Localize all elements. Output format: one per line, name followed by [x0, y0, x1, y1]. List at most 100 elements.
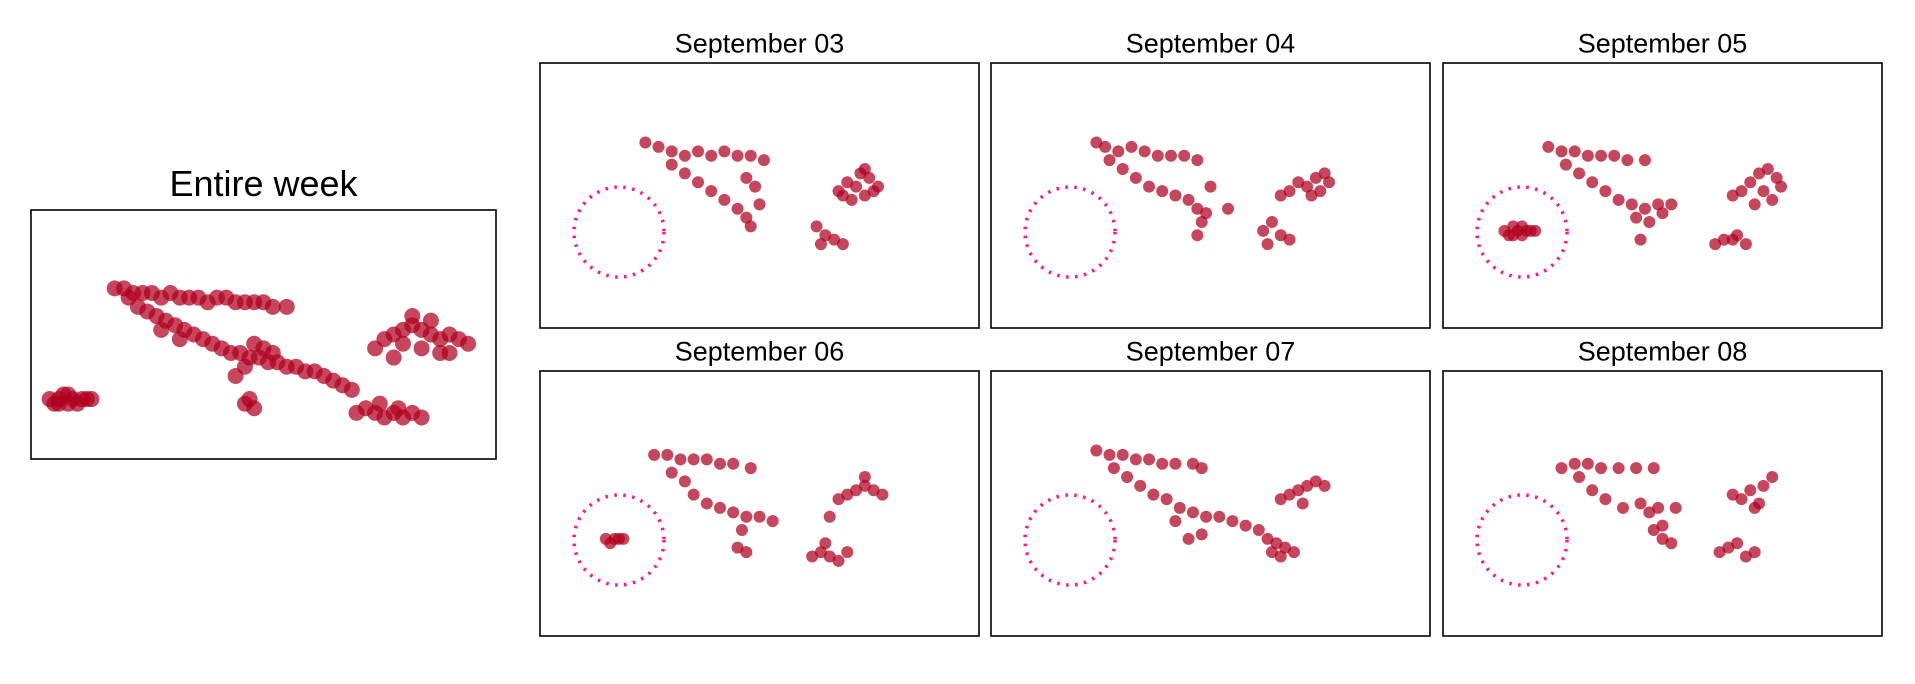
point: [1318, 479, 1331, 492]
point: [872, 180, 885, 193]
point: [1169, 189, 1182, 202]
panel-title: September 06: [675, 337, 845, 367]
point: [740, 171, 753, 184]
point: [757, 154, 770, 167]
point: [1186, 506, 1199, 519]
point: [744, 149, 757, 162]
point: [1226, 515, 1239, 528]
point: [1103, 448, 1116, 461]
point: [1744, 484, 1757, 497]
point: [705, 149, 718, 162]
point: [1766, 471, 1779, 483]
point: [1125, 140, 1138, 153]
point: [1630, 462, 1643, 475]
highlight-ring: [1475, 185, 1569, 279]
point: [1744, 176, 1757, 189]
point: [1586, 484, 1599, 497]
point: [823, 510, 836, 523]
point: [1314, 185, 1327, 198]
point: [1757, 479, 1770, 492]
point: [674, 453, 687, 466]
highlight-ring: [1023, 493, 1117, 587]
point: [1717, 233, 1730, 246]
point: [1191, 229, 1204, 242]
point: [278, 298, 295, 315]
point: [1638, 202, 1651, 215]
point: [753, 510, 766, 523]
point: [836, 189, 849, 202]
panel-frame: [30, 209, 497, 460]
point: [1143, 180, 1156, 193]
point: [731, 149, 744, 162]
panel-title: September 07: [1126, 337, 1296, 367]
point: [665, 158, 678, 171]
point: [1559, 158, 1572, 171]
point: [1116, 163, 1129, 175]
point: [404, 308, 421, 325]
point: [1121, 471, 1134, 483]
point: [1608, 149, 1621, 162]
point: [1195, 528, 1208, 541]
point: [713, 501, 726, 514]
point: [1156, 457, 1169, 470]
point: [731, 202, 744, 215]
point: [1595, 149, 1608, 162]
point: [1616, 501, 1629, 514]
point: [1638, 154, 1651, 167]
point: [413, 409, 430, 426]
point: [678, 149, 691, 162]
point: [1748, 546, 1761, 559]
point: [727, 457, 740, 470]
point: [1261, 238, 1274, 251]
point: [1586, 176, 1599, 189]
point: [700, 453, 713, 466]
point: [687, 488, 700, 501]
point: [718, 193, 731, 206]
point: [740, 546, 753, 559]
panel-frame: [539, 62, 980, 329]
point: [1182, 532, 1195, 545]
point: [1555, 462, 1568, 475]
point: [1647, 462, 1660, 475]
point: [1116, 448, 1129, 461]
point: [1090, 444, 1103, 457]
point: [264, 344, 281, 361]
point: [819, 537, 832, 550]
panel-title: September 03: [675, 29, 845, 59]
point: [841, 546, 854, 559]
point: [1748, 198, 1761, 211]
panel-title: September 05: [1578, 29, 1748, 59]
point: [814, 238, 827, 251]
panel-frame: [990, 62, 1431, 329]
point: [1573, 167, 1586, 180]
panel-title: Entire week: [169, 163, 358, 204]
point: [1239, 519, 1252, 532]
point: [385, 349, 402, 366]
point: [441, 344, 458, 361]
point: [753, 198, 766, 211]
point: [264, 298, 281, 315]
point: [1634, 497, 1647, 510]
point: [241, 391, 258, 408]
point: [1169, 457, 1182, 470]
point: [766, 515, 779, 528]
point: [858, 163, 871, 175]
point: [1652, 501, 1665, 514]
point: [1265, 216, 1278, 228]
point: [648, 448, 661, 461]
point: [1731, 229, 1744, 242]
point: [1516, 220, 1529, 233]
point: [1252, 524, 1265, 536]
point: [735, 524, 748, 536]
point: [639, 136, 652, 149]
point: [1257, 224, 1270, 237]
point: [1138, 145, 1151, 158]
point: [1555, 145, 1568, 158]
point: [1129, 171, 1142, 184]
point: [1204, 180, 1217, 193]
panel-frame: [990, 370, 1431, 637]
point: [1213, 510, 1226, 523]
point: [692, 176, 705, 189]
point: [687, 453, 700, 466]
point: [153, 321, 170, 338]
